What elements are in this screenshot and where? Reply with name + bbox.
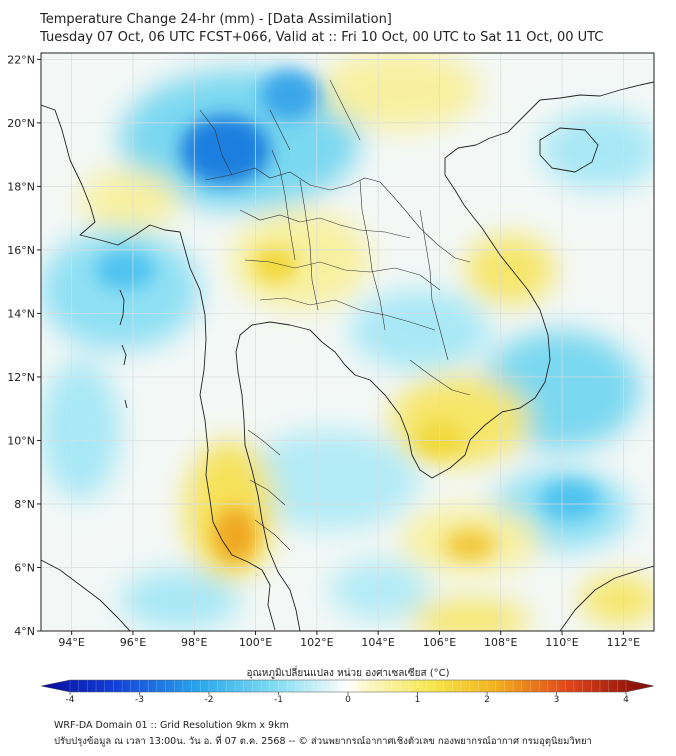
field-blobs-core [95,70,600,563]
map-subtitle: Tuesday 07 Oct, 06 UTC FCST+066, Valid a… [40,30,604,45]
colorbar-tick-label: 2 [484,695,490,705]
lon-tick-label: 96°E [120,636,146,649]
map-frame [40,52,655,632]
lon-tick-label: 100°E [239,636,272,649]
lat-tick-label: 8°N [14,498,35,511]
lon-tick-label: 94°E [58,636,84,649]
admin-borders [199,79,471,551]
colorbar-tick-label: 3 [554,695,560,705]
footer-credits: ปรับปรุงข้อมูล ณ เวลา 13:00น. วัน อ. ที่… [54,736,592,747]
colorbar-tick-label: 1 [415,695,421,705]
lat-tick-label: 22°N [7,53,35,66]
colorbar-tick-label: 4 [623,695,629,705]
lon-tick-label: 98°E [181,636,207,649]
lon-tick-label: 112°E [607,636,640,649]
latitude-axis: 22°N 20°N 18°N 16°N 14°N 12°N 10°N 8°N 6°N 4°N [7,53,41,638]
lat-tick-label: 6°N [14,561,35,574]
graticule [41,53,654,631]
coastlines [41,81,654,631]
longitude-axis: 94°E 96°E 98°E 100°E 102°E 104°E 106°E 108°E 110… [58,631,640,649]
lat-tick-label: 16°N [7,244,35,257]
lon-tick-label: 110°E [545,636,578,649]
lon-tick-label: 106°E [423,636,456,649]
lat-tick-label: 20°N [7,117,35,130]
colorbar-tick-label: -3 [135,695,144,705]
lat-tick-label: 10°N [7,434,35,447]
temperature-field [41,53,654,631]
colorbar-title: อุณหภูมิเปลี่ยนแปลง หน่วย องศาเซลเซียส (… [246,665,449,679]
lon-tick-label: 102°E [300,636,333,649]
colorbar-tick-label: -1 [274,695,283,705]
lat-tick-label: 12°N [7,371,35,384]
colorbar-ticks: -4 -3 -2 -1 0 1 2 3 4 [66,680,629,705]
lat-tick-label: 14°N [7,307,35,320]
footer-model-info: WRF-DA Domain 01 :: Grid Resolution 9km … [54,720,289,731]
lat-tick-label: 4°N [14,625,35,638]
map-title: Temperature Change 24-hr (mm) - [Data As… [40,12,392,27]
colorbar-tick-label: 0 [345,695,351,705]
colorbar-tick-label: -2 [205,695,214,705]
lon-tick-label: 108°E [484,636,517,649]
lat-tick-label: 18°N [7,180,35,193]
colorbar-ramp [40,679,655,693]
colorbar: -4 -3 -2 -1 0 1 2 3 4 [40,679,655,705]
lon-tick-label: 104°E [361,636,394,649]
colorbar-tick-label: -4 [66,695,75,705]
